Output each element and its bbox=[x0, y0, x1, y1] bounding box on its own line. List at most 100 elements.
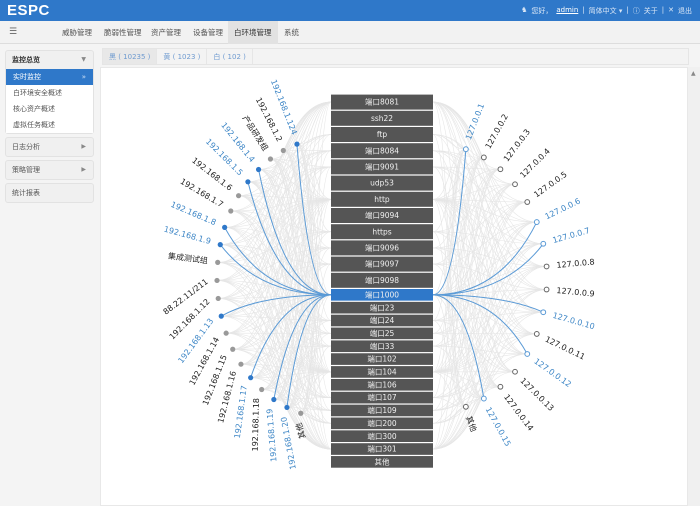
node-dot[interactable] bbox=[255, 166, 262, 173]
nav-vulnerability[interactable]: 脆弱性管理 bbox=[104, 28, 142, 37]
tab-black[interactable]: 黑 ( 10235 ) bbox=[103, 49, 158, 64]
node-dot[interactable] bbox=[298, 410, 304, 416]
node-dot[interactable] bbox=[497, 166, 504, 173]
node-dot[interactable] bbox=[228, 208, 234, 214]
port-25[interactable]: 其他 bbox=[331, 456, 433, 468]
port-6[interactable]: http bbox=[331, 191, 433, 207]
node-dot[interactable] bbox=[540, 240, 547, 247]
port-22[interactable]: 端口200 bbox=[331, 417, 433, 430]
port-5[interactable]: udp53 bbox=[331, 175, 433, 191]
port-17[interactable]: 端口102 bbox=[331, 353, 433, 365]
menu-icon[interactable]: ☰ bbox=[9, 27, 18, 37]
port-box[interactable] bbox=[331, 240, 433, 256]
node-dot[interactable] bbox=[215, 259, 221, 265]
port-9[interactable]: 端口9096 bbox=[331, 240, 433, 256]
port-box[interactable] bbox=[331, 391, 433, 404]
tab-yellow[interactable]: 黄 ( 1023 ) bbox=[157, 49, 208, 64]
sidebar-item-reports[interactable]: 统计报表 bbox=[5, 183, 94, 203]
port-21[interactable]: 端口109 bbox=[331, 404, 433, 417]
node-dot[interactable] bbox=[235, 193, 242, 199]
node-dot[interactable] bbox=[543, 263, 550, 270]
sidebar-item-policy[interactable]: 策略管理 ▶ bbox=[5, 160, 94, 180]
scrollbar[interactable]: ▲ bbox=[688, 67, 700, 506]
port-box[interactable] bbox=[331, 289, 433, 301]
node-dot[interactable] bbox=[267, 156, 274, 162]
port-box[interactable] bbox=[331, 301, 433, 314]
port-box[interactable] bbox=[331, 353, 433, 365]
target-node-6[interactable]: 127.0.0.7 bbox=[540, 226, 591, 247]
node-dot[interactable] bbox=[524, 351, 531, 357]
port-12[interactable]: 端口1000 bbox=[331, 289, 433, 301]
port-19[interactable]: 端口106 bbox=[331, 378, 433, 391]
source-node-20[interactable]: 其他 bbox=[293, 410, 307, 440]
port-box[interactable] bbox=[331, 314, 433, 327]
nav-devices[interactable]: 设备管理 bbox=[193, 28, 223, 37]
port-box[interactable] bbox=[331, 272, 433, 288]
node-dot[interactable] bbox=[540, 309, 547, 316]
nav-whitelist-env[interactable]: 白环境管理 bbox=[228, 21, 278, 44]
node-dot[interactable] bbox=[284, 404, 290, 411]
source-node-8[interactable]: 192.168.1.9 bbox=[163, 225, 223, 248]
port-8[interactable]: https bbox=[331, 224, 433, 240]
node-dot[interactable] bbox=[222, 224, 228, 230]
port-box[interactable] bbox=[331, 366, 433, 378]
port-box[interactable] bbox=[331, 456, 433, 468]
node-dot[interactable] bbox=[214, 277, 220, 284]
node-dot[interactable] bbox=[223, 330, 229, 336]
port-13[interactable]: 端口23 bbox=[331, 301, 433, 314]
node-dot[interactable] bbox=[480, 154, 487, 161]
port-box[interactable] bbox=[331, 256, 433, 272]
port-box[interactable] bbox=[331, 94, 433, 110]
node-dot[interactable] bbox=[215, 295, 221, 302]
node-dot[interactable] bbox=[238, 361, 244, 367]
node-dot[interactable] bbox=[533, 331, 540, 337]
node-dot[interactable] bbox=[218, 313, 224, 319]
node-dot[interactable] bbox=[533, 219, 540, 225]
node-dot[interactable] bbox=[280, 147, 286, 154]
port-10[interactable]: 端口9097 bbox=[331, 256, 433, 272]
target-node-9[interactable]: 127.0.0.10 bbox=[540, 309, 596, 332]
sidebar-group-header[interactable]: 监控总览 ▼ bbox=[6, 51, 93, 69]
target-node-3[interactable]: 127.0.0.4 bbox=[512, 147, 552, 188]
port-14[interactable]: 端口24 bbox=[331, 314, 433, 327]
port-7[interactable]: 端口9094 bbox=[331, 208, 433, 223]
language-select[interactable]: 简体中文 ▾ bbox=[588, 7, 623, 15]
port-24[interactable]: 端口301 bbox=[331, 443, 433, 455]
port-18[interactable]: 端口104 bbox=[331, 366, 433, 378]
port-box[interactable] bbox=[331, 175, 433, 191]
port-box[interactable] bbox=[331, 110, 433, 126]
nav-system[interactable]: 系统 bbox=[284, 28, 299, 37]
node-dot[interactable] bbox=[512, 181, 518, 188]
port-box[interactable] bbox=[331, 417, 433, 430]
sidebar-item-core-assets[interactable]: 核心资产概述 bbox=[13, 105, 55, 113]
port-box[interactable] bbox=[331, 404, 433, 417]
source-node-18[interactable]: 192.168.1.19 bbox=[265, 396, 278, 462]
port-box[interactable] bbox=[331, 191, 433, 207]
sidebar-item-white-env[interactable]: 白环境安全概述 bbox=[13, 89, 62, 97]
user-link[interactable]: admin bbox=[556, 6, 579, 14]
port-box[interactable] bbox=[331, 430, 433, 442]
tab-white[interactable]: 白 ( 102 ) bbox=[207, 49, 253, 64]
port-20[interactable]: 端口107 bbox=[331, 391, 433, 404]
nav-threat[interactable]: 威胁管理 bbox=[62, 28, 92, 37]
node-dot[interactable] bbox=[217, 242, 223, 248]
port-15[interactable]: 端口25 bbox=[331, 327, 433, 340]
target-node-10[interactable]: 127.0.0.11 bbox=[533, 331, 586, 362]
about-link[interactable]: 关于 bbox=[643, 7, 658, 15]
port-0[interactable]: 端口8081 bbox=[331, 94, 433, 110]
sidebar-item-log-analysis[interactable]: 日志分析 ▶ bbox=[5, 137, 94, 157]
source-node-9[interactable]: 集成测试组 bbox=[168, 251, 221, 266]
port-2[interactable]: ftp bbox=[331, 127, 433, 142]
port-16[interactable]: 端口33 bbox=[331, 340, 433, 353]
sidebar-item-tasks[interactable]: 虚拟任务概述 bbox=[13, 121, 55, 129]
source-node-17[interactable]: 192.168.1.18 bbox=[251, 386, 265, 452]
node-dot[interactable] bbox=[271, 396, 277, 403]
node-dot[interactable] bbox=[480, 395, 487, 402]
node-dot[interactable] bbox=[294, 141, 300, 147]
port-box[interactable] bbox=[331, 127, 433, 142]
node-dot[interactable] bbox=[524, 199, 531, 205]
node-dot[interactable] bbox=[248, 375, 254, 381]
source-node-16[interactable]: 192.168.1.17 bbox=[233, 375, 254, 439]
node-dot[interactable] bbox=[259, 386, 265, 393]
port-box[interactable] bbox=[331, 443, 433, 455]
